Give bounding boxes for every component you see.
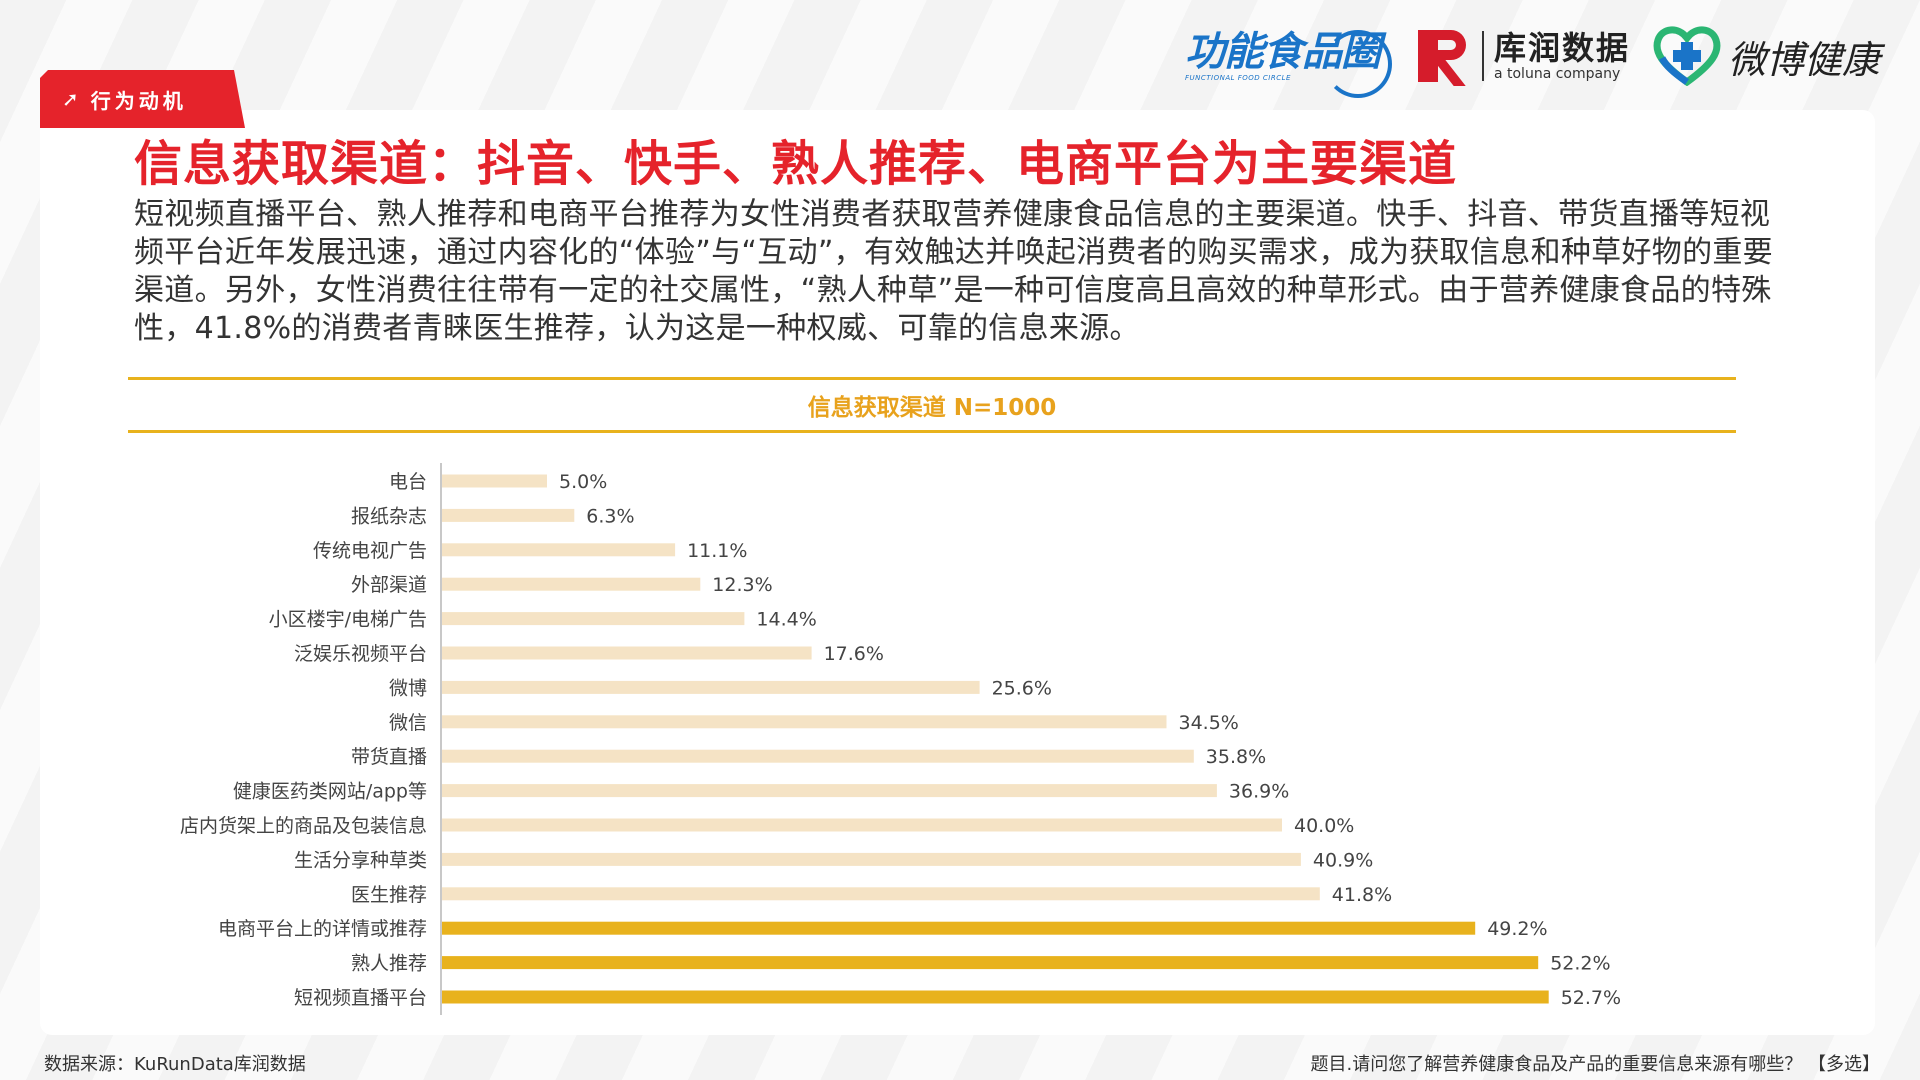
kurun-data-logo: 库润数据 a toluna company bbox=[1417, 29, 1630, 86]
category-label: 报纸杂志 bbox=[351, 505, 427, 527]
category-label: 熟人推荐 bbox=[351, 953, 427, 975]
bar bbox=[442, 612, 745, 626]
section-tag-label: 行为动机 bbox=[90, 88, 187, 113]
category-label: 小区楼宇/电梯广告 bbox=[269, 609, 427, 631]
arrow-icon: ➚ bbox=[62, 87, 79, 111]
logo2-text: 库润数据 bbox=[1493, 29, 1630, 67]
bar bbox=[442, 646, 812, 660]
data-label: 49.2% bbox=[1487, 918, 1547, 940]
survey-question: 题目.请问您了解营养健康食品及产品的重要信息来源有哪些？ 【多选】 bbox=[1310, 1054, 1880, 1075]
data-label: 6.3% bbox=[586, 505, 634, 527]
chart-title: 信息获取渠道 N=1000 bbox=[807, 395, 1057, 421]
category-label: 店内货架上的商品及包装信息 bbox=[180, 815, 427, 837]
category-label: 泛娱乐视频平台 bbox=[294, 643, 427, 665]
page-title: 信息获取渠道：抖音、快手、熟人推荐、电商平台为主要渠道 bbox=[134, 136, 1458, 192]
bar bbox=[442, 474, 547, 488]
category-label: 生活分享种草类 bbox=[294, 849, 427, 871]
data-label: 52.7% bbox=[1561, 987, 1621, 1009]
logo2-subtext: a toluna company bbox=[1493, 66, 1621, 82]
category-label: 外部渠道 bbox=[351, 574, 427, 596]
category-label: 传统电视广告 bbox=[313, 540, 427, 562]
bar bbox=[442, 887, 1320, 901]
category-label: 医生推荐 bbox=[351, 884, 427, 906]
bar bbox=[442, 852, 1301, 866]
data-label: 40.0% bbox=[1294, 815, 1354, 837]
data-label: 25.6% bbox=[992, 677, 1052, 699]
bar bbox=[442, 543, 676, 557]
ring-icon bbox=[1323, 30, 1392, 98]
section-tag: ➚ 行为动机 bbox=[40, 70, 245, 128]
bar bbox=[442, 508, 575, 522]
description-paragraph: 短视频直播平台、熟人推荐和电商平台推荐为女性消费者获取营养健康食品信息的主要渠道… bbox=[134, 197, 1773, 346]
data-label: 11.1% bbox=[687, 540, 747, 562]
bar bbox=[442, 577, 701, 591]
bar bbox=[442, 990, 1549, 1004]
content-card bbox=[40, 110, 1875, 1035]
heart-cross-icon bbox=[1653, 26, 1721, 86]
category-label: 微信 bbox=[389, 712, 427, 734]
data-label: 5.0% bbox=[559, 471, 607, 493]
weibo-health-logo: 微博健康 bbox=[1652, 26, 1880, 86]
logo1-subtext: FUNCTIONAL FOOD CIRCLE bbox=[1184, 74, 1291, 82]
logo-divider bbox=[1481, 31, 1484, 81]
logo-bar: 功能食品圈 FUNCTIONAL FOOD CIRCLE 库润数据 a tolu… bbox=[1184, 18, 1880, 98]
category-label: 短视频直播平台 bbox=[294, 987, 427, 1009]
bar bbox=[442, 715, 1167, 729]
data-source: 数据来源：KuRunData库润数据 bbox=[44, 1054, 306, 1075]
data-label: 14.4% bbox=[756, 609, 816, 631]
logo3-text: 微博健康 bbox=[1727, 37, 1880, 82]
category-label: 电商平台上的详情或推荐 bbox=[218, 918, 427, 940]
data-label: 34.5% bbox=[1179, 712, 1239, 734]
data-label: 12.3% bbox=[712, 574, 772, 596]
bar bbox=[442, 956, 1539, 970]
data-label: 52.2% bbox=[1550, 953, 1610, 975]
bar bbox=[442, 921, 1476, 935]
data-label: 36.9% bbox=[1229, 781, 1289, 803]
chart-title-bar: 信息获取渠道 N=1000 bbox=[128, 377, 1736, 433]
data-label: 40.9% bbox=[1313, 849, 1373, 871]
bar bbox=[442, 818, 1282, 832]
bar bbox=[442, 680, 980, 694]
category-label: 电台 bbox=[389, 471, 427, 493]
category-label: 健康医药类网站/app等 bbox=[233, 781, 427, 803]
functional-food-circle-logo: 功能食品圈 FUNCTIONAL FOOD CIRCLE bbox=[1184, 30, 1392, 98]
data-label: 17.6% bbox=[824, 643, 884, 665]
category-label: 带货直播 bbox=[351, 746, 427, 768]
category-label: 微博 bbox=[389, 677, 427, 699]
bar bbox=[442, 784, 1217, 798]
bar bbox=[442, 749, 1194, 763]
data-label: 41.8% bbox=[1332, 884, 1392, 906]
data-label: 35.8% bbox=[1206, 746, 1266, 768]
kr-mark-icon bbox=[1417, 30, 1472, 86]
